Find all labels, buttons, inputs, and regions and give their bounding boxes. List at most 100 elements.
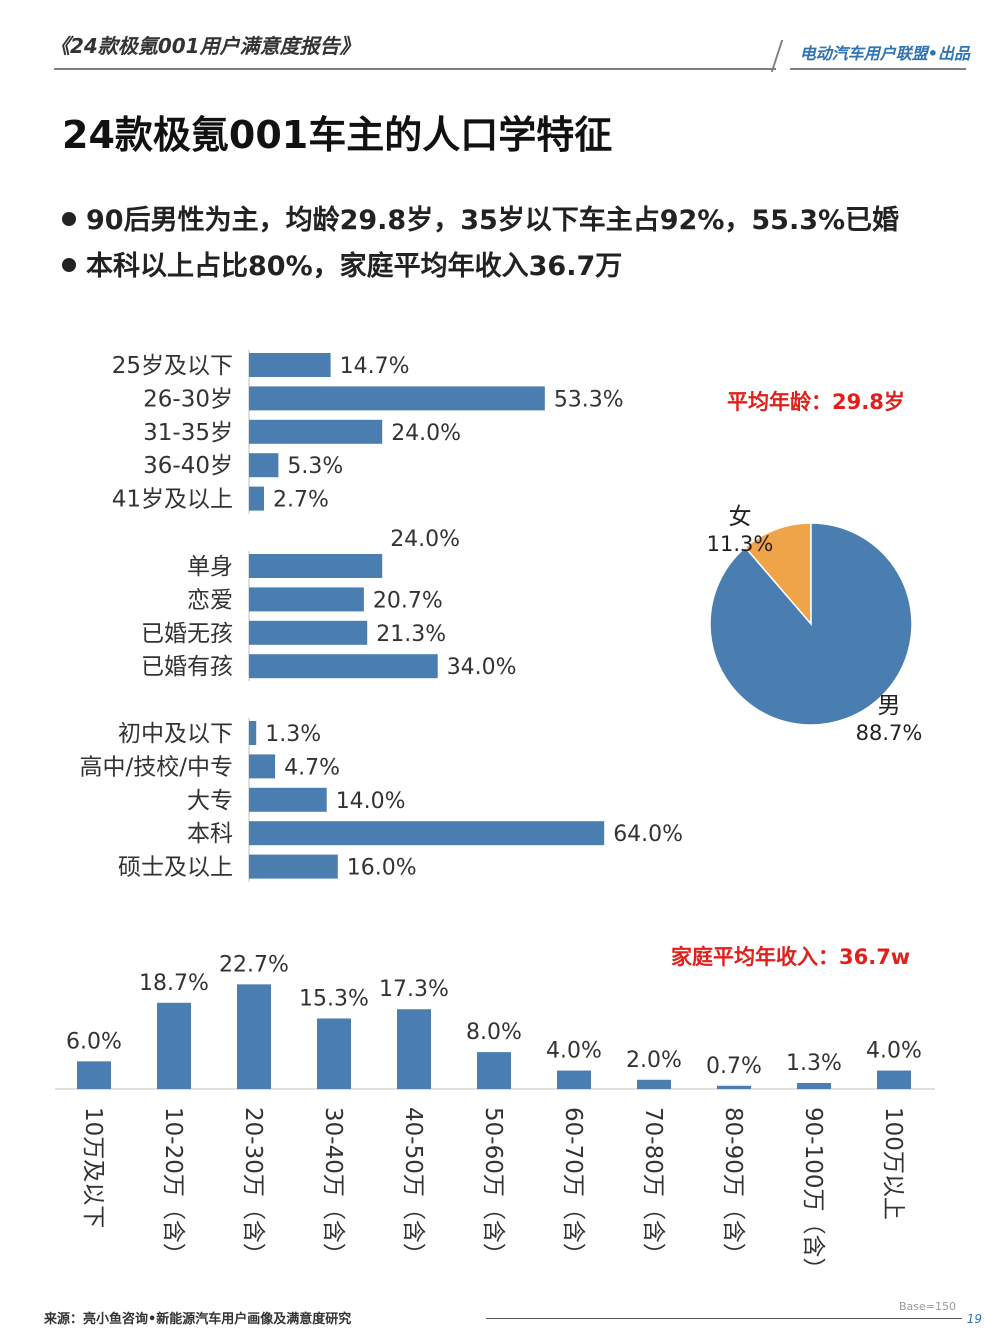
income-value-label: 8.0%	[466, 1020, 522, 1045]
age-bar	[249, 419, 383, 444]
income-bar	[157, 1002, 191, 1089]
income-bar	[637, 1079, 671, 1089]
income-value-label: 1.3%	[786, 1051, 842, 1076]
marital-category-label: 单身	[187, 554, 233, 580]
age-bar	[249, 486, 264, 511]
bullet-1: 90后男性为主，均龄29.8岁，35岁以下车主占92%，55.3%已婚	[62, 198, 899, 237]
report-title: 《24款极氪001用户满意度报告》	[50, 34, 360, 58]
income-bar	[877, 1070, 911, 1089]
marital-category-label: 已婚有孩	[141, 654, 233, 680]
header-divider-right	[790, 68, 966, 70]
income-bar	[317, 1018, 351, 1089]
bullet-2: 本科以上占比80%，家庭平均年收入36.7万	[62, 244, 622, 283]
bullet-dot	[62, 211, 76, 226]
pie-value-label: 11.3%	[707, 532, 774, 556]
page-title: 24款极氪001车主的人口学特征	[62, 113, 613, 157]
education-category-label: 硕士及以上	[118, 855, 233, 881]
age-value-label: 2.7%	[273, 488, 329, 513]
age-bar	[249, 453, 279, 478]
education-value-label: 64.0%	[613, 822, 683, 847]
income-category-label: 90-100万（含）	[800, 1107, 826, 1280]
age-category-label: 31-35岁	[143, 420, 233, 446]
age-category-label: 41岁及以上	[112, 487, 233, 513]
header-divider	[54, 68, 776, 70]
income-category-label: 40-50万（含）	[400, 1107, 426, 1266]
income-value-label: 15.3%	[299, 986, 369, 1011]
education-category-label: 大专	[187, 788, 233, 814]
marital-bar	[249, 620, 368, 645]
avg-age-callout: 平均年龄：29.8岁	[727, 390, 905, 414]
footer-source: 来源：亮小鱼咨询•新能源汽车用户画像及满意度研究	[44, 1312, 352, 1327]
income-category-label: 100万以上	[880, 1107, 906, 1220]
marital-value-label: 21.3%	[376, 622, 446, 647]
education-value-label: 14.0%	[336, 789, 406, 814]
gender-pie-chart: 女11.3% 男88.7%	[707, 504, 923, 745]
footer-base: Base=150	[899, 1300, 956, 1313]
age-value-label: 53.3%	[554, 387, 624, 412]
income-value-label: 4.0%	[546, 1039, 602, 1064]
age-category-label: 26-30岁	[143, 386, 233, 412]
income-bar	[797, 1083, 831, 1089]
education-bar	[249, 787, 327, 812]
age-bar	[249, 386, 545, 411]
age-bar	[249, 353, 331, 377]
income-category-label: 60-70万（含）	[560, 1107, 586, 1266]
income-value-label: 18.7%	[139, 971, 209, 996]
income-bar-chart: 6.0% 10万及以下 18.7% 10-20万（含） 22.7% 20-30万（含） 15…	[55, 952, 935, 1280]
education-value-label: 4.7%	[284, 755, 340, 780]
brand-label: 电动汽车用户联盟•出品	[799, 44, 970, 63]
bullet-text-1: 90后男性为主，均龄29.8岁，35岁以下车主占92%，55.3%已婚	[86, 205, 900, 236]
marital-bar	[249, 554, 383, 578]
income-category-label: 20-30万（含）	[240, 1107, 266, 1266]
education-value-label: 1.3%	[265, 722, 321, 747]
education-category-label: 初中及以下	[118, 721, 233, 747]
income-value-label: 22.7%	[219, 952, 289, 977]
income-category-label: 50-60万（含）	[480, 1107, 506, 1266]
pie-slice-male	[709, 522, 913, 726]
age-value-label: 14.7%	[340, 354, 410, 379]
marital-category-label: 已婚无孩	[141, 621, 233, 647]
education-bar	[249, 721, 257, 745]
income-bar	[77, 1061, 111, 1089]
footer-divider	[486, 1318, 962, 1319]
education-value-label: 16.0%	[347, 856, 417, 881]
marital-value-label: 20.7%	[373, 588, 443, 613]
marital-bar	[249, 654, 438, 679]
age-category-label: 36-40岁	[143, 453, 233, 479]
bullet-dot	[62, 257, 76, 272]
education-bar	[249, 854, 338, 879]
education-bar	[249, 754, 276, 779]
income-bar	[717, 1085, 751, 1089]
age-category-label: 25岁及以下	[112, 353, 233, 379]
bullet-text-2: 本科以上占比80%，家庭平均年收入36.7万	[86, 251, 623, 282]
income-category-label: 10万及以下	[80, 1107, 106, 1228]
pie-category-label: 男	[878, 693, 901, 719]
income-bar	[477, 1052, 511, 1089]
pie-value-label: 88.7%	[856, 721, 923, 745]
pie-category-label: 女	[729, 504, 752, 530]
income-bar	[557, 1070, 591, 1089]
pie-slice-female	[744, 522, 812, 627]
income-category-label: 70-80万（含）	[640, 1107, 666, 1266]
income-category-label: 30-40万（含）	[320, 1107, 346, 1266]
marital-category-label: 恋爱	[187, 587, 233, 613]
income-bar	[237, 984, 271, 1089]
income-bar	[397, 1009, 431, 1089]
income-value-label: 2.0%	[626, 1048, 682, 1073]
income-value-label: 4.0%	[866, 1039, 922, 1064]
avg-income-callout: 家庭平均年收入：36.7w	[671, 945, 911, 969]
education-bar	[249, 821, 605, 846]
marital-value-label: 34.0%	[447, 655, 517, 680]
horizontal-bar-charts: 25岁及以下 14.7% 26-30岁 53.3% 31-35岁 24.0% 36-40岁 5…	[80, 350, 683, 882]
age-value-label: 5.3%	[287, 454, 343, 479]
income-value-label: 17.3%	[379, 977, 449, 1002]
education-category-label: 本科	[187, 821, 233, 847]
income-value-label: 6.0%	[66, 1029, 122, 1054]
page-number: 19	[966, 1312, 982, 1326]
education-category-label: 高中/技校/中专	[80, 754, 234, 780]
income-value-label: 0.7%	[706, 1054, 762, 1079]
age-value-label: 24.0%	[391, 421, 461, 446]
marital-bar	[249, 587, 364, 612]
marital-value-label: 24.0%	[390, 527, 460, 552]
